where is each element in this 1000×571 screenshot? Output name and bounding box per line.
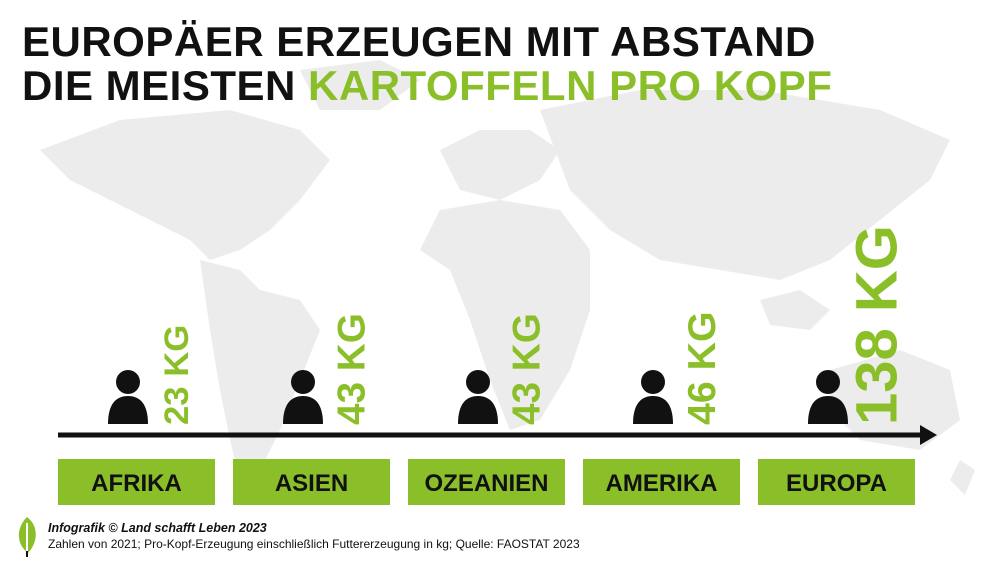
category-box <box>58 459 215 505</box>
footer-credit: Infografik © Land schafft Leben 2023 <box>48 521 267 535</box>
category-label: AMERIKA <box>606 470 718 497</box>
value-label: 43 KG <box>506 313 549 425</box>
value-label: 23 KG <box>158 325 196 425</box>
leaf-logo-icon <box>18 517 36 557</box>
value-label: 138 KG <box>844 225 909 425</box>
person-icon <box>808 370 848 424</box>
value-label: 43 KG <box>331 313 374 425</box>
arrow-right-icon <box>920 425 937 445</box>
person-icon <box>283 370 323 424</box>
category-label: AFRIKA <box>91 470 182 497</box>
title-line-2-prefix: DIE MEISTEN <box>22 62 296 109</box>
category-box <box>758 459 915 505</box>
category-box <box>583 459 740 505</box>
category-label: ASIEN <box>275 470 348 497</box>
title-line-2-highlight: KARTOFFELN PRO KOPF <box>308 62 833 109</box>
category-box <box>233 459 390 505</box>
title-line-1: EUROPÄER ERZEUGEN MIT ABSTAND <box>22 18 816 65</box>
value-label: 46 KG <box>680 311 724 425</box>
person-icon <box>633 370 673 424</box>
person-icon <box>108 370 148 424</box>
category-label: OZEANIEN <box>424 470 548 497</box>
category-label: EUROPA <box>786 470 887 497</box>
page-title: EUROPÄER ERZEUGEN MIT ABSTAND DIE MEISTE… <box>22 20 832 108</box>
person-icon <box>458 370 498 424</box>
category-box <box>408 459 565 505</box>
footer-source: Zahlen von 2021; Pro-Kopf-Erzeugung eins… <box>48 537 580 551</box>
